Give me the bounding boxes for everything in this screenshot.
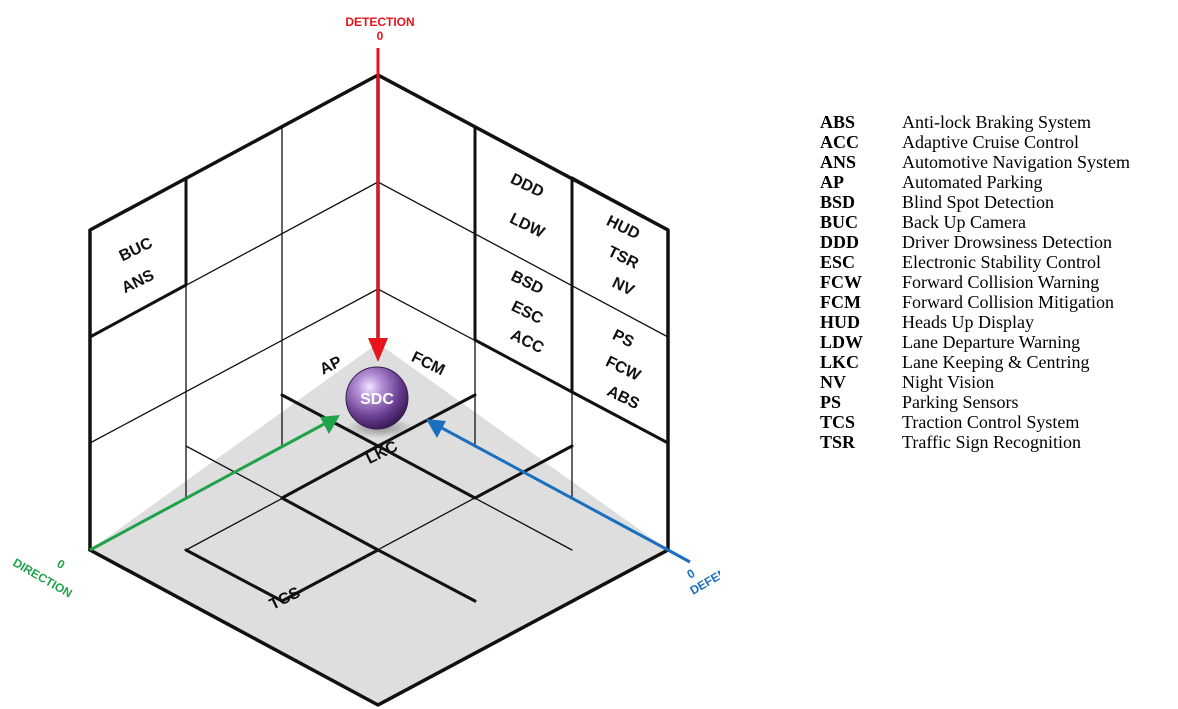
- direction-axis-origin: 0: [55, 556, 68, 572]
- glossary-definition: Night Vision: [902, 372, 995, 392]
- label-buc: BUC: [117, 235, 156, 266]
- glossary-abbr: FCM: [820, 292, 861, 312]
- glossary-definition: Forward Collision Warning: [902, 272, 1100, 292]
- sdc-sphere: SDC: [344, 366, 416, 438]
- glossary-abbr: TSR: [820, 432, 856, 452]
- glossary-definition: Lane Departure Warning: [902, 332, 1081, 352]
- glossary-definition: Forward Collision Mitigation: [902, 292, 1115, 312]
- label-ps: PS: [610, 327, 637, 352]
- glossary-abbr: ACC: [820, 132, 859, 152]
- glossary-row: NV Night Vision: [820, 372, 1130, 392]
- label-ans: ANS: [119, 267, 157, 297]
- glossary-row: FCW Forward Collision Warning: [820, 272, 1130, 292]
- glossary-row: TCS Traction Control System: [820, 412, 1130, 432]
- label-abs: ABS: [604, 383, 642, 413]
- detection-axis: [368, 48, 388, 362]
- glossary-abbr: ABS: [820, 112, 856, 132]
- sdc-label: SDC: [360, 391, 394, 408]
- glossary-abbr: TCS: [820, 412, 856, 432]
- glossary-row: FCM Forward Collision Mitigation: [820, 292, 1130, 312]
- defence-axis-origin: 0: [685, 566, 698, 582]
- label-esc: ESC: [508, 298, 545, 328]
- direction-axis: [89, 415, 340, 552]
- glossary-definition: Traction Control System: [902, 412, 1080, 432]
- glossary-row: HUD Heads Up Display: [820, 312, 1130, 332]
- glossary-definition: Traffic Sign Recognition: [902, 432, 1081, 452]
- glossary-row: LKC Lane Keeping & Centring: [820, 352, 1130, 372]
- glossary-row: PS Parking Sensors: [820, 392, 1130, 412]
- left-wall-labels: BUC ANS: [117, 235, 158, 297]
- glossary-row: ABS Anti-lock Braking System: [820, 112, 1130, 132]
- glossary-abbr: AP: [820, 172, 844, 192]
- floor-plane: [90, 343, 668, 705]
- glossary-definition: Heads Up Display: [902, 312, 1034, 332]
- label-nv: NV: [609, 274, 637, 299]
- glossary-abbr: BUC: [820, 212, 859, 232]
- glossary-definition: Electronic Stability Control: [902, 252, 1101, 272]
- label-ddd: DDD: [508, 171, 547, 201]
- glossary-row: TSR Traffic Sign Recognition: [820, 432, 1130, 452]
- glossary-abbr: LKC: [820, 352, 860, 372]
- glossary-definition: Blind Spot Detection: [902, 192, 1054, 212]
- label-bsd: BSD: [508, 268, 546, 298]
- detection-axis-origin: 0: [377, 29, 384, 43]
- glossary-row: LDW Lane Departure Warning: [820, 332, 1130, 352]
- glossary: ABS Anti-lock Braking System ACC Adaptive C…: [820, 112, 1130, 452]
- label-tsr: TSR: [605, 243, 642, 273]
- glossary-definition: Back Up Camera: [902, 212, 1026, 232]
- glossary-abbr: LDW: [820, 332, 864, 352]
- glossary-definition: Automotive Navigation System: [902, 152, 1130, 172]
- glossary-row: BUC Back Up Camera: [820, 212, 1130, 232]
- label-hud: HUD: [604, 213, 643, 243]
- defence-axis: [426, 419, 691, 564]
- glossary-abbr: ANS: [820, 152, 857, 172]
- label-ldw: LDW: [507, 210, 548, 242]
- cube-grid: [88, 73, 670, 707]
- glossary-definition: Driver Drowsiness Detection: [902, 232, 1112, 252]
- glossary-row: ESC Electronic Stability Control: [820, 252, 1130, 272]
- glossary-definition: Parking Sensors: [902, 392, 1019, 412]
- glossary-definition: Lane Keeping & Centring: [902, 352, 1090, 372]
- glossary-row: DDD Driver Drowsiness Detection: [820, 232, 1130, 252]
- glossary-row: ANS Automotive Navigation System: [820, 152, 1130, 172]
- glossary-abbr: DDD: [820, 232, 859, 252]
- glossary-definition: Automated Parking: [902, 172, 1043, 192]
- glossary-abbr: BSD: [820, 192, 856, 212]
- glossary-abbr: PS: [820, 392, 842, 412]
- glossary-abbr: FCW: [820, 272, 862, 292]
- glossary-abbr: HUD: [820, 312, 860, 332]
- glossary-abbr: ESC: [820, 252, 856, 272]
- glossary-definition: Adaptive Cruise Control: [902, 132, 1079, 152]
- glossary-definition: Anti-lock Braking System: [902, 112, 1091, 132]
- label-acc: ACC: [508, 327, 547, 358]
- glossary-abbr: NV: [820, 372, 846, 392]
- glossary-row: ACC Adaptive Cruise Control: [820, 132, 1130, 152]
- capability-cube-diagram: DETECTION 0 DIRECTION 0 DEFENCE 0 BUC AN…: [11, 15, 720, 707]
- glossary-row: AP Automated Parking: [820, 172, 1130, 192]
- glossary-row: BSD Blind Spot Detection: [820, 192, 1130, 212]
- detection-axis-label: DETECTION: [345, 15, 414, 29]
- floor-outline: [88, 548, 670, 707]
- label-fcw: FCW: [603, 353, 644, 385]
